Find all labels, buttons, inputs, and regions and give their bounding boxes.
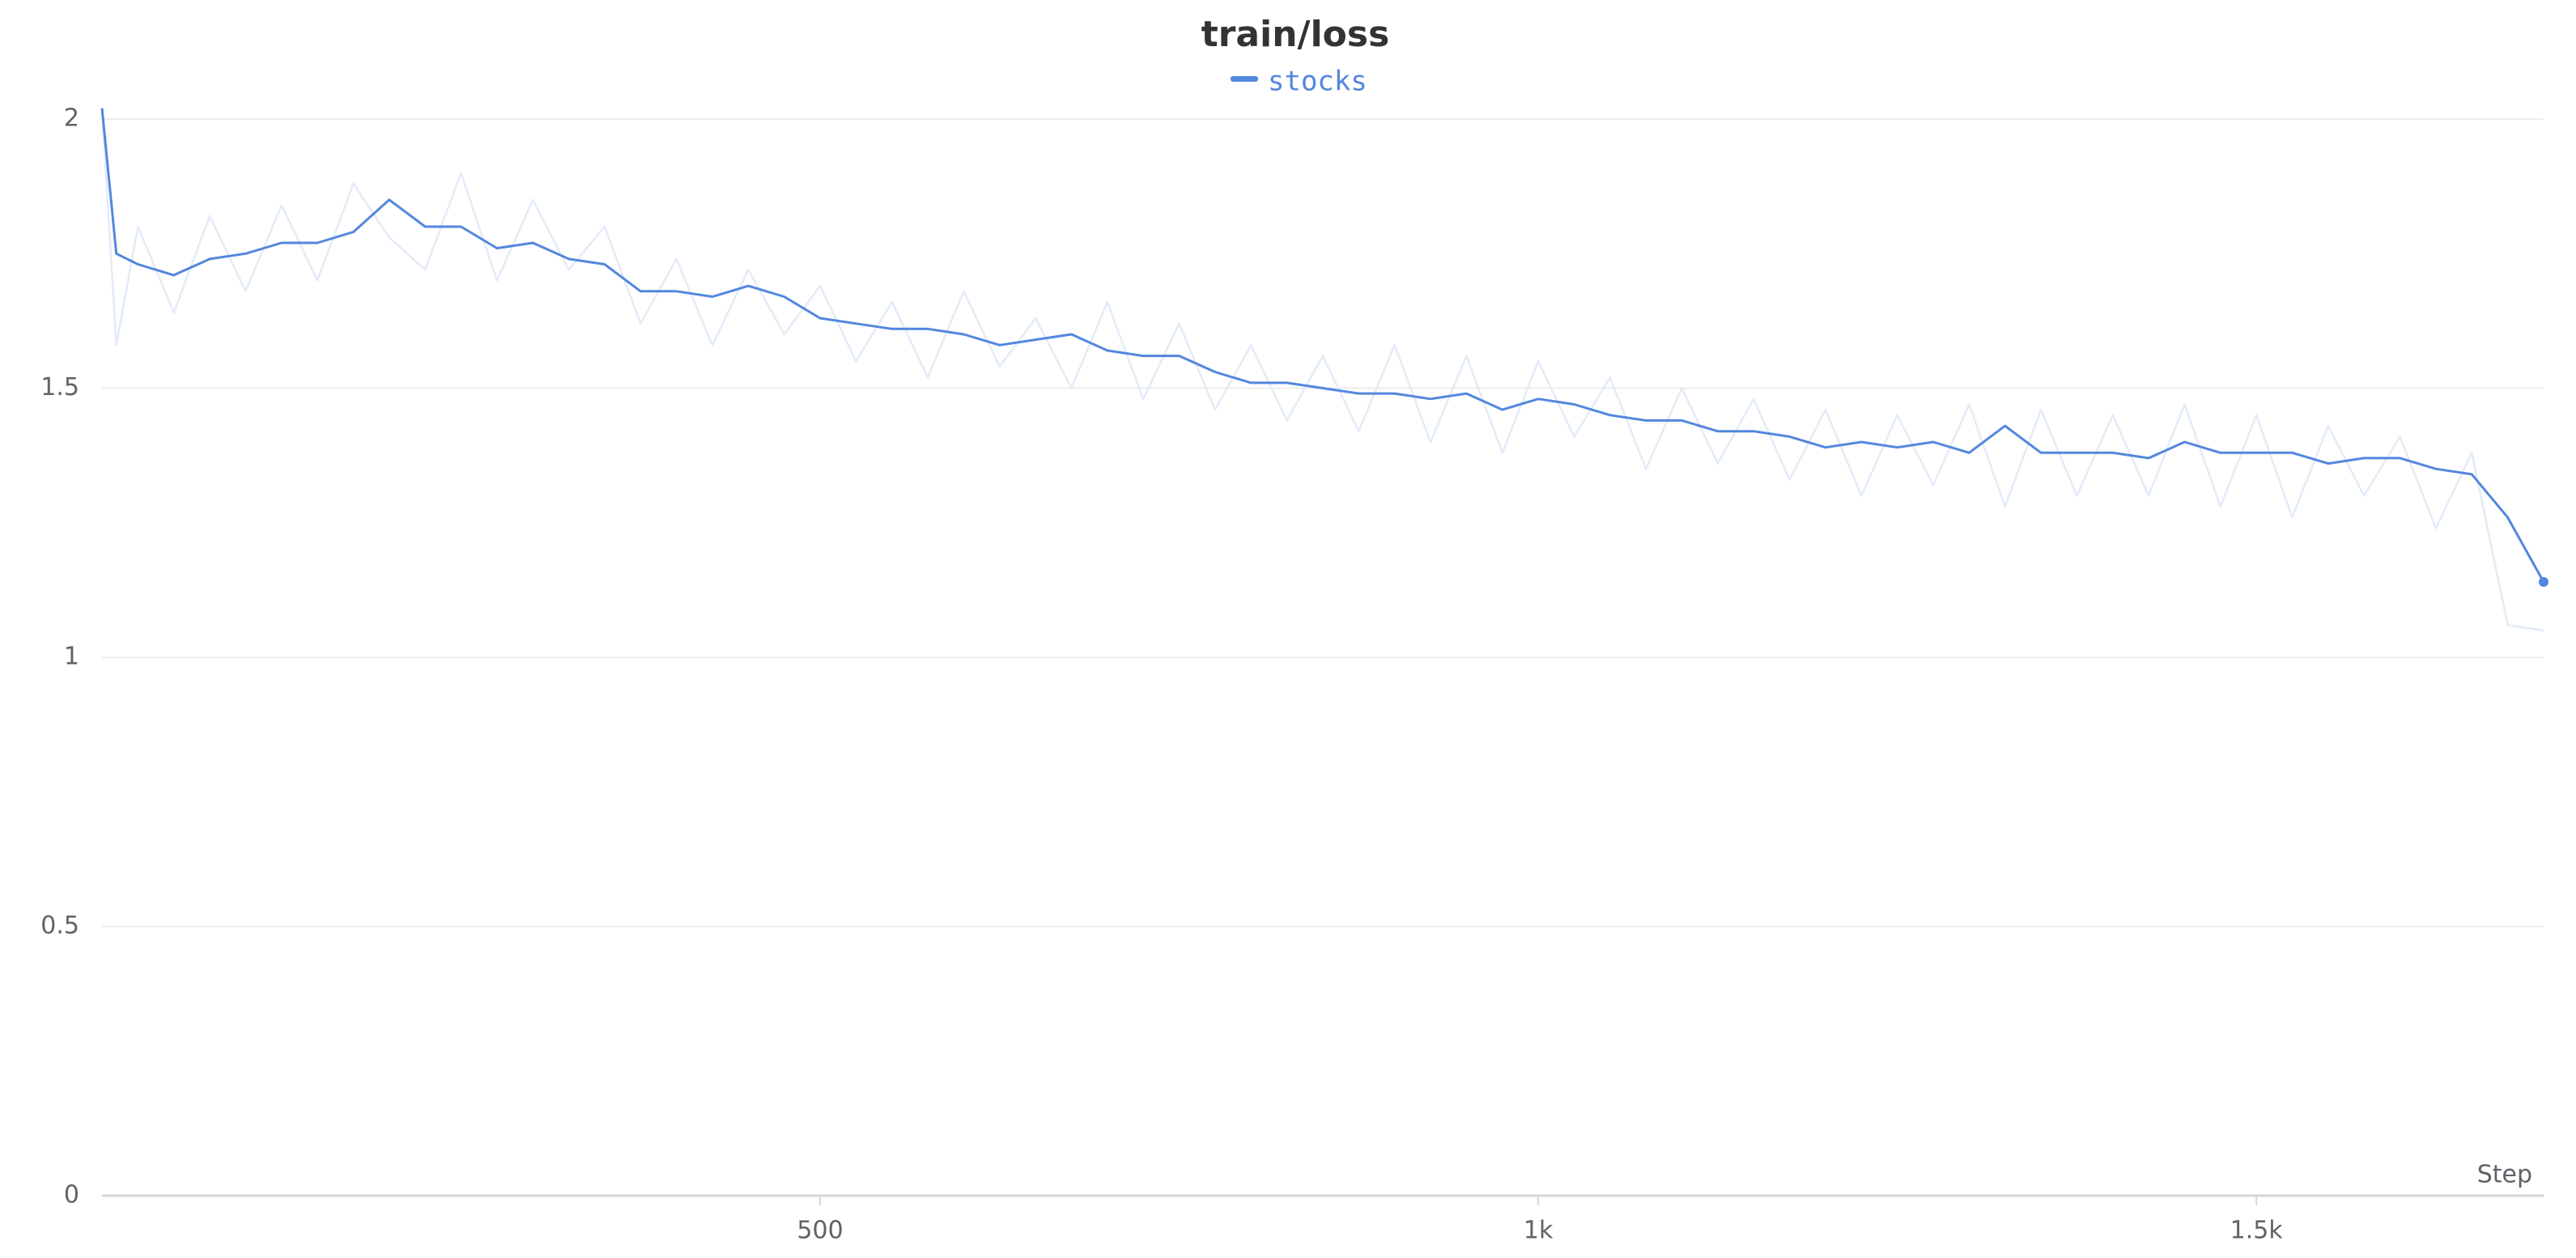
x-tick-label: 1k [1524,1217,1554,1245]
x-axis-label: Step [2477,1161,2532,1189]
y-tick-label: 1.5 [40,373,79,402]
y-tick-label: 0 [64,1181,79,1209]
end-point [2539,576,2548,587]
x-tick-label: 500 [797,1217,843,1245]
legend-label: stocks [1268,66,1367,98]
y-tick-label: 0.5 [40,912,79,940]
y-tick-label: 2 [64,104,79,133]
legend-swatch [1231,76,1258,82]
x-tick-label: 1.5k [2230,1217,2284,1245]
y-tick-label: 1 [64,643,79,671]
raw-line [100,108,2544,632]
series-line [100,108,2545,583]
chart-title: train/loss [1201,14,1390,55]
